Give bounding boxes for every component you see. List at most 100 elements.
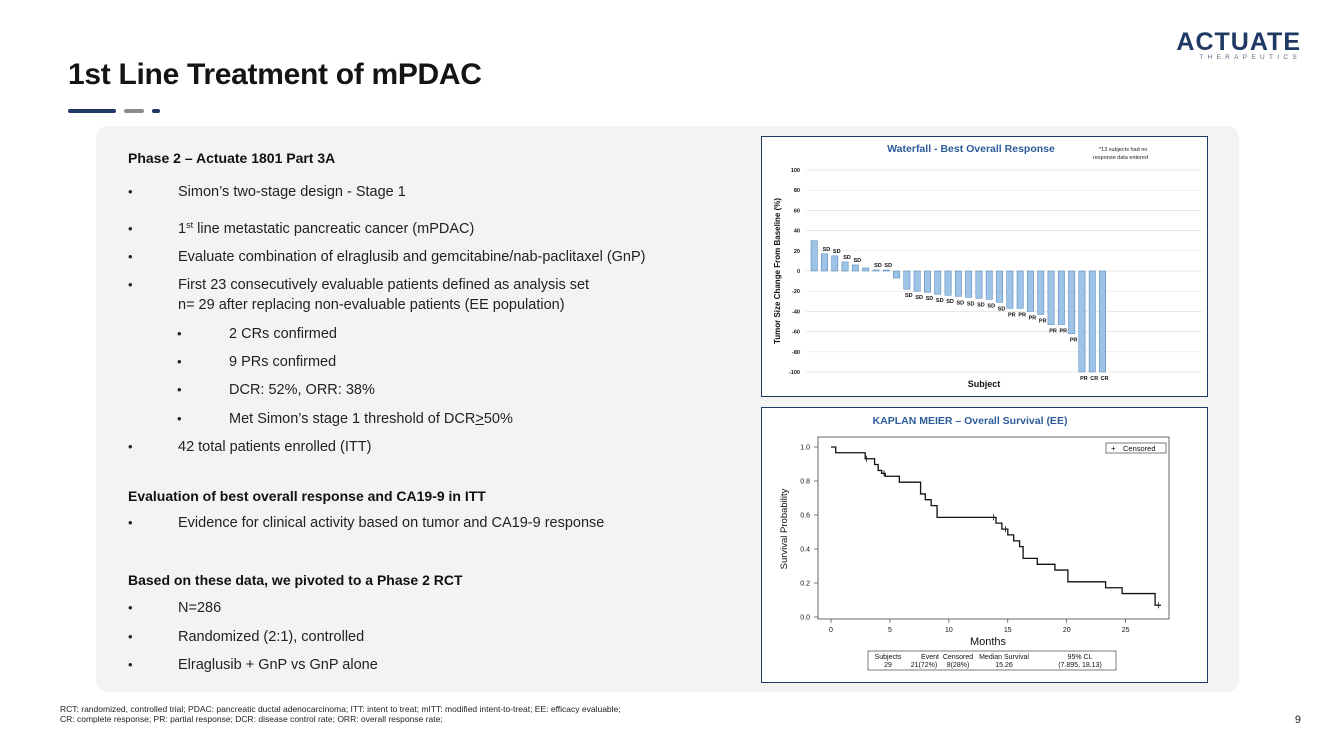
- waterfall-bar: [903, 270, 911, 290]
- waterfall-bar: [1047, 270, 1055, 325]
- waterfall-bar-label: PR: [1049, 329, 1057, 335]
- km-table-cell: 15.26: [995, 662, 1013, 669]
- title-accent-bar-navy: [68, 109, 116, 113]
- km-table-cell: 29: [884, 662, 892, 669]
- title-accent-bar-dot: [152, 109, 160, 113]
- km-table-cell: (7.895, 18.13): [1058, 662, 1102, 669]
- waterfall-y-tick: 80: [794, 188, 800, 194]
- bullet-text: Evaluate combination of elraglusib and g…: [178, 249, 646, 265]
- bullet-text: N=286: [178, 600, 222, 616]
- km-y-tick: 0.8: [800, 479, 810, 486]
- bullet-icon: •: [128, 439, 133, 454]
- waterfall-bar-label: PR: [1060, 329, 1068, 335]
- waterfall-bar: [821, 253, 828, 272]
- waterfall-y-tick: 20: [794, 249, 800, 255]
- bullet-icon: •: [177, 382, 182, 397]
- waterfall-bar-label: CR: [1101, 376, 1109, 382]
- waterfall-bar-label: SD: [936, 298, 944, 304]
- section-heading-pivot: Based on these data, we pivoted to a Pha…: [128, 572, 463, 588]
- company-logo: ACTUATE: [1176, 28, 1301, 56]
- waterfall-bar-label: SD: [946, 299, 954, 305]
- bullet-text: Evidence for clinical activity based on …: [178, 515, 605, 531]
- waterfall-bar-label: SD: [967, 301, 975, 307]
- waterfall-note: response data entered: [1093, 155, 1148, 161]
- km-x-tick: 20: [1063, 627, 1071, 634]
- bullet-text: Randomized (2:1), controlled: [178, 629, 365, 645]
- waterfall-y-tick: -60: [792, 330, 800, 336]
- bullet-text: Simon’s two-stage design - Stage 1: [178, 184, 406, 200]
- section-heading-phase2: Phase 2 – Actuate 1801 Part 3A: [128, 150, 336, 166]
- waterfall-bar-label: SD: [905, 293, 913, 299]
- waterfall-bar: [913, 270, 921, 292]
- waterfall-bar: [862, 267, 870, 272]
- waterfall-bar: [934, 270, 942, 295]
- km-y-axis-label: Survival Probability: [779, 488, 790, 569]
- waterfall-bar-label: SD: [987, 303, 995, 309]
- km-y-tick: 1.0: [800, 445, 810, 452]
- bullet-icon: •: [128, 184, 133, 199]
- waterfall-y-tick: -40: [792, 309, 800, 315]
- km-y-tick: 0.2: [800, 581, 810, 588]
- bullet-icon: •: [177, 411, 182, 426]
- waterfall-y-axis-label: Tumor Size Change From Baseline (%): [773, 198, 782, 344]
- page-number: 9: [1294, 714, 1301, 726]
- km-table-header: 95% CL: [1068, 654, 1093, 661]
- waterfall-bar: [1099, 270, 1106, 373]
- waterfall-y-tick: 100: [791, 168, 800, 174]
- km-x-tick: 0: [829, 627, 833, 634]
- waterfall-bar: [985, 270, 993, 300]
- sub-bullet-text: DCR: 52%, ORR: 38%: [229, 382, 375, 398]
- km-legend-label: Censored: [1123, 444, 1156, 453]
- waterfall-bar-label: SD: [977, 302, 985, 308]
- waterfall-bar: [810, 240, 818, 272]
- km-x-tick: 25: [1122, 627, 1130, 634]
- km-chart: KAPLAN MEIER – Overall Survival (EE) 0 5 1…: [779, 415, 1170, 671]
- waterfall-bar: [1068, 270, 1076, 334]
- waterfall-bar: [996, 270, 1003, 303]
- km-x-tick: 15: [1004, 627, 1012, 634]
- waterfall-bar-label: SD: [823, 247, 831, 253]
- waterfall-y-tick: -100: [789, 370, 800, 376]
- waterfall-bar-label: SD: [926, 296, 934, 302]
- waterfall-note: *13 subjects had no: [1099, 147, 1147, 153]
- waterfall-bar: [1037, 270, 1045, 315]
- waterfall-y-tick: -20: [792, 289, 800, 295]
- km-chart-frame: KAPLAN MEIER – Overall Survival (EE) 0 5 1…: [761, 407, 1208, 683]
- waterfall-bar-label: SD: [998, 306, 1006, 312]
- bullet-icon: •: [128, 249, 133, 264]
- waterfall-bar: [893, 270, 900, 279]
- waterfall-bar-label: CR: [1090, 376, 1098, 382]
- waterfall-bar: [954, 270, 962, 297]
- waterfall-bar-label: PR: [1039, 318, 1047, 324]
- km-x-axis-label: Months: [970, 636, 1007, 648]
- title-accent-bar-gray: [124, 109, 144, 113]
- waterfall-title: Waterfall - Best Overall Response: [887, 143, 1055, 155]
- waterfall-bar-label: SD: [915, 295, 923, 301]
- km-x-tick: 5: [888, 627, 892, 634]
- km-y-tick: 0.0: [800, 615, 810, 622]
- bullet-text: First 23 consecutively evaluable patient…: [178, 277, 590, 293]
- waterfall-bar: [975, 270, 983, 299]
- bullet-icon: •: [128, 277, 133, 292]
- waterfall-x-axis-label: Subject: [968, 379, 1001, 389]
- company-logo-subtitle: THERAPEUTICS: [1199, 54, 1301, 61]
- waterfall-bar: [851, 264, 859, 272]
- page-title: 1st Line Treatment of mPDAC: [68, 58, 482, 91]
- waterfall-bar-label: PR: [1080, 376, 1088, 382]
- km-table-header: Subjects: [875, 654, 902, 661]
- km-plot-frame: [817, 436, 1170, 620]
- bullet-text: 42 total patients enrolled (ITT): [178, 439, 372, 455]
- footnote: RCT: randomized, controlled trial; PDAC:…: [60, 704, 621, 724]
- km-legend-plus-icon: +: [1111, 444, 1116, 453]
- sub-bullet-text: Met Simon’s stage 1 threshold of DCR>50%: [229, 411, 513, 427]
- km-table-header: Censored: [943, 654, 973, 661]
- waterfall-bar: [872, 269, 880, 272]
- bullet-text: n= 29 after replacing non-evaluable pati…: [178, 297, 565, 313]
- waterfall-bar-label: PR: [1008, 312, 1016, 318]
- bullet-icon: •: [128, 600, 133, 615]
- km-y-tick: 0.4: [800, 547, 810, 554]
- bullet-text: Elraglusib + GnP vs GnP alone: [178, 657, 378, 673]
- waterfall-bar: [831, 255, 839, 272]
- waterfall-bar-label: PR: [1070, 338, 1078, 344]
